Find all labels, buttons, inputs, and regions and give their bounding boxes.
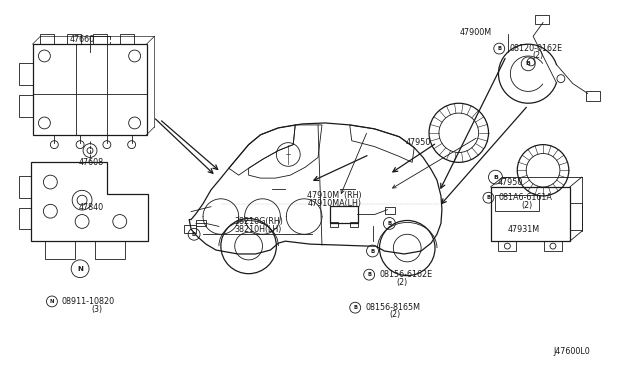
Bar [40,34,54,44]
Text: 38210G(RH): 38210G(RH) [234,217,284,226]
Bar [184,225,196,233]
Bar [19,208,31,230]
Text: 47660: 47660 [69,35,95,44]
Bar [544,241,562,251]
Bar [196,221,206,227]
Bar [490,187,570,241]
Bar [330,206,358,224]
Text: J47600L0: J47600L0 [554,347,590,356]
Text: 47950: 47950 [406,138,431,147]
Text: 081A6-6161A: 081A6-6161A [499,193,552,202]
Bar [330,222,338,227]
Bar [93,34,107,44]
Bar [499,241,516,251]
Bar [45,241,75,259]
Text: B: B [486,195,490,200]
Bar [19,95,33,117]
Text: 38210H(LH): 38210H(LH) [234,225,282,234]
Bar [95,241,125,259]
Text: B: B [367,272,371,277]
Bar [120,34,134,44]
Text: 08911-10820: 08911-10820 [62,297,115,306]
Text: 47910M  (RH): 47910M (RH) [307,191,362,200]
Bar [19,63,33,85]
Bar [349,222,358,227]
Text: B: B [387,221,392,226]
Text: (2): (2) [396,278,408,286]
Bar [495,195,539,211]
Text: B: B [497,46,501,51]
Text: N: N [77,266,83,272]
Text: (2): (2) [390,311,401,320]
Bar [570,203,582,230]
Text: B: B [192,232,196,237]
Text: 47910MA(LH): 47910MA(LH) [307,199,362,208]
Text: 08156-6162E: 08156-6162E [379,270,432,279]
Bar [67,34,81,44]
Text: 08120-0162E: 08120-0162E [509,44,563,53]
Text: 47900M: 47900M [460,28,492,37]
Bar [586,92,600,101]
Text: 47931M: 47931M [507,225,540,234]
Text: B: B [353,305,357,310]
Bar [385,207,396,214]
Text: B: B [371,248,374,253]
Text: 47840: 47840 [79,203,104,212]
Bar [535,15,549,25]
Bar [33,44,147,135]
Text: B: B [525,61,531,66]
Text: 47950: 47950 [498,178,523,187]
Text: 08156-8165M: 08156-8165M [365,303,420,312]
Bar [19,176,31,198]
Text: (2): (2) [532,51,544,60]
Text: 47608: 47608 [79,158,104,167]
Text: B: B [493,174,498,180]
Text: N: N [50,299,54,304]
Text: (3): (3) [92,305,103,314]
Text: (2): (2) [522,201,533,209]
